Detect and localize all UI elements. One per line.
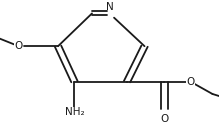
Text: O: O xyxy=(14,41,23,51)
Text: O: O xyxy=(160,114,168,124)
Text: N: N xyxy=(106,2,113,12)
Text: O: O xyxy=(186,77,195,87)
Text: NH₂: NH₂ xyxy=(65,107,84,117)
